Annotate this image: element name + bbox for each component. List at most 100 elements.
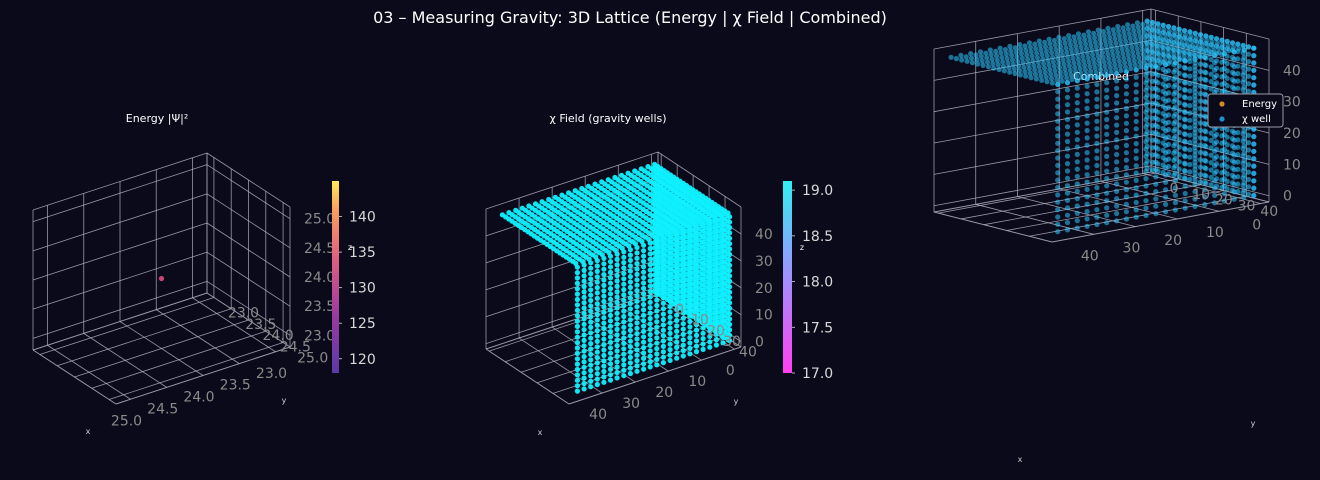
lattice-point — [1182, 154, 1188, 160]
lattice-point — [1192, 67, 1198, 73]
lattice-point — [707, 333, 713, 339]
lattice-point — [1124, 47, 1130, 54]
lattice-point — [1187, 161, 1193, 168]
lattice-point — [588, 324, 594, 330]
lattice-point — [1235, 63, 1241, 69]
lattice-point — [1089, 47, 1095, 53]
lattice-point — [1055, 140, 1061, 146]
lattice-point — [674, 258, 680, 264]
lattice-point — [654, 319, 660, 325]
lattice-point — [1203, 129, 1209, 135]
lattice-point — [1064, 102, 1071, 108]
lattice-point — [1018, 46, 1024, 52]
lattice-point — [1208, 34, 1214, 41]
lattice-point — [1055, 192, 1061, 198]
lattice-point — [647, 326, 653, 332]
lattice-point — [1064, 75, 1070, 81]
lattice-point — [593, 254, 599, 260]
lattice-point — [574, 356, 581, 362]
lattice-point — [1143, 190, 1149, 196]
lattice-point — [1192, 100, 1198, 106]
lattice-point — [1130, 49, 1136, 55]
lattice-point — [1074, 122, 1080, 128]
lattice-point — [1208, 137, 1214, 144]
lattice-point — [1176, 70, 1182, 76]
lattice-point — [987, 47, 993, 53]
lattice-point — [1133, 148, 1139, 154]
lattice-point — [974, 56, 980, 63]
lattice-point — [1197, 120, 1204, 126]
lattice-point — [1219, 177, 1225, 183]
lattice-point — [1029, 53, 1035, 59]
lattice-point — [607, 361, 614, 367]
lattice-point — [1128, 65, 1134, 72]
lattice-point — [660, 257, 667, 263]
lattice-point — [1094, 148, 1100, 154]
lattice-point — [1098, 71, 1104, 77]
lattice-point — [1192, 60, 1198, 66]
lattice-point — [1133, 155, 1139, 161]
lattice-point — [1182, 109, 1188, 115]
lattice-point — [1165, 23, 1172, 30]
lattice-point — [725, 229, 731, 235]
lattice-point — [1192, 159, 1198, 165]
lattice-point — [1074, 159, 1080, 165]
lattice-point — [687, 340, 693, 346]
lattice-point — [1138, 38, 1144, 44]
lattice-point — [1219, 184, 1225, 190]
lattice-point — [627, 370, 634, 377]
lattice-point — [1176, 174, 1182, 180]
lattice-point — [1240, 50, 1246, 56]
lattice-point — [1192, 178, 1198, 184]
lattice-point — [641, 296, 647, 302]
lattice-point — [1075, 31, 1082, 37]
lattice-point — [1159, 43, 1165, 50]
lattice-point — [674, 307, 680, 313]
lattice-point — [1090, 56, 1097, 62]
z-tick-label: 24.0 — [304, 270, 335, 286]
lattice-point — [1114, 174, 1120, 180]
lattice-point — [1219, 89, 1225, 95]
lattice-point — [621, 367, 627, 373]
lattice-point — [1224, 127, 1230, 133]
lattice-point — [973, 52, 979, 58]
lattice-point — [1000, 59, 1006, 65]
lattice-point — [627, 279, 634, 285]
lattice-point — [647, 289, 653, 295]
lattice-point — [1074, 47, 1080, 54]
lattice-point — [1235, 144, 1241, 150]
lattice-point — [1027, 44, 1033, 50]
lattice-point — [1123, 201, 1129, 207]
lattice-point — [1013, 49, 1019, 55]
lattice-point — [980, 62, 986, 68]
lattice-point — [984, 59, 991, 65]
lattice-point — [654, 276, 660, 282]
lattice-point — [1117, 37, 1123, 43]
lattice-point — [693, 322, 700, 328]
lattice-point — [1224, 38, 1230, 45]
grid-line — [206, 193, 291, 249]
lattice-point — [1074, 173, 1080, 180]
y-tick-label: 0 — [1170, 181, 1179, 197]
lattice-point — [700, 336, 706, 342]
lattice-point — [581, 284, 587, 290]
lattice-point — [1133, 177, 1139, 183]
lattice-point — [687, 345, 693, 351]
lattice-point — [1100, 54, 1106, 60]
lattice-point — [1064, 131, 1071, 137]
lattice-point — [1176, 129, 1182, 135]
lattice-point — [667, 336, 673, 342]
lattice-point — [641, 291, 647, 297]
lattice-point — [1134, 20, 1140, 26]
lattice-point — [1041, 65, 1048, 71]
lattice-point — [1143, 176, 1149, 182]
lattice-point — [647, 315, 653, 322]
lattice-point — [667, 255, 673, 261]
lattice-point — [1092, 65, 1098, 71]
lattice-point — [634, 347, 640, 353]
lattice-point — [614, 316, 620, 322]
lattice-point — [588, 314, 594, 320]
lattice-point — [574, 318, 581, 324]
lattice-point — [1143, 124, 1149, 130]
